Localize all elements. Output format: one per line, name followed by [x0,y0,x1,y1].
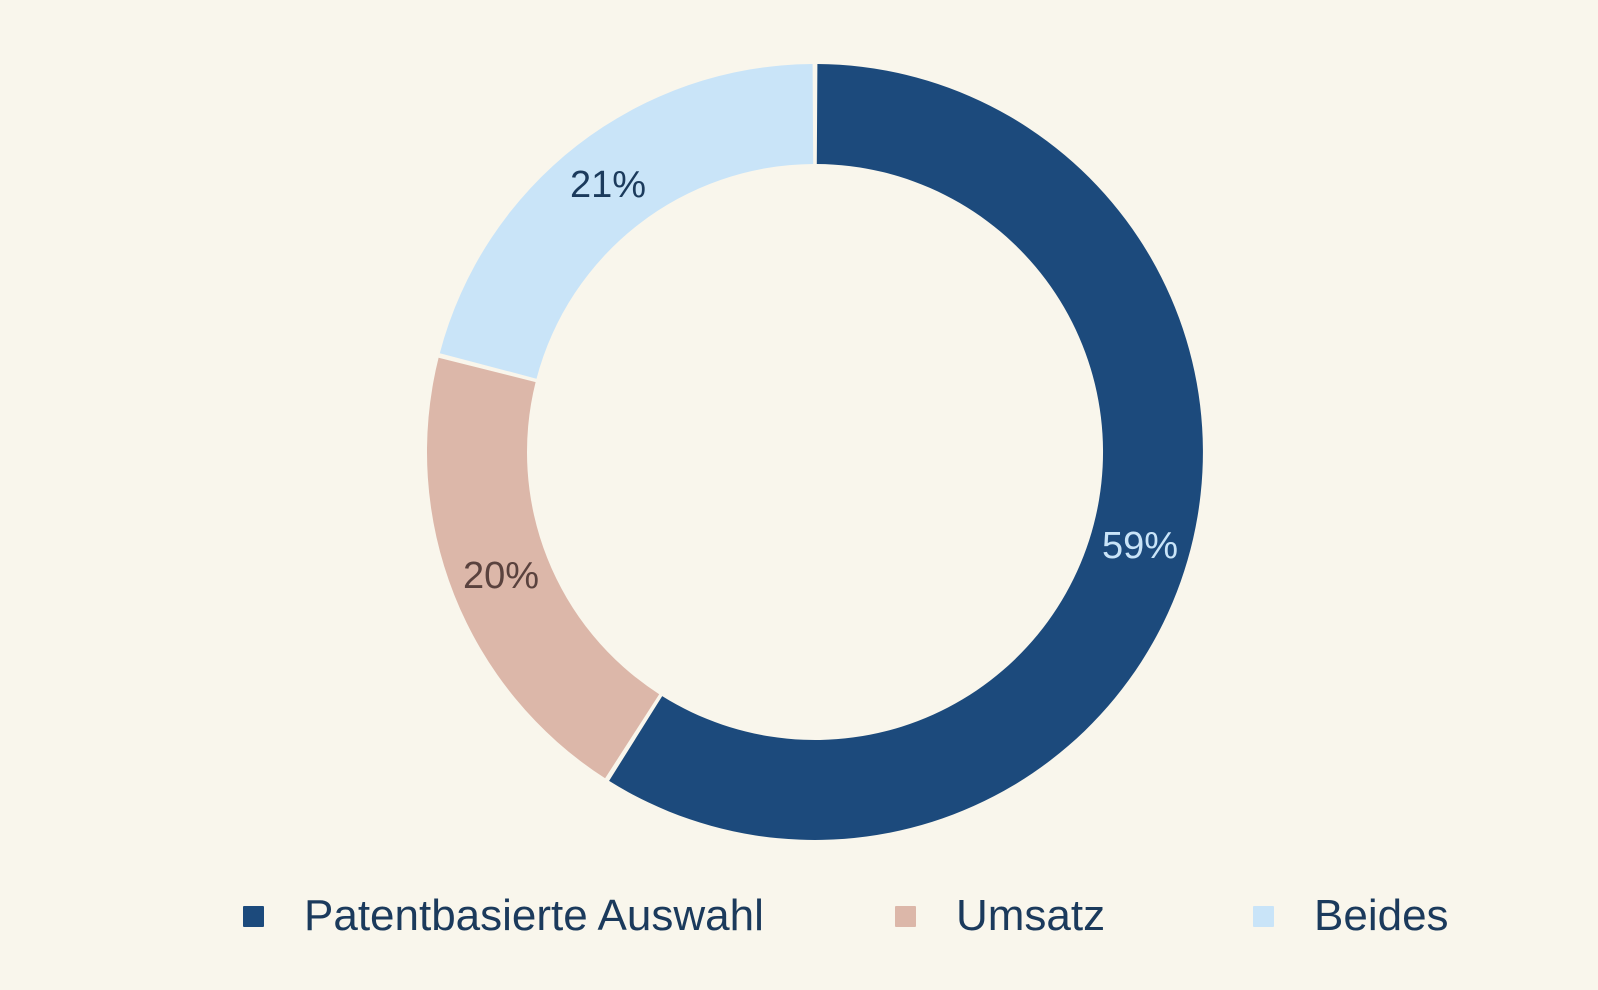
legend-swatch-icon [1253,905,1274,927]
donut-segment-3[interactable] [439,64,814,379]
segment-value-label-3: 21% [569,164,647,206]
legend-swatch-icon [243,905,264,927]
legend-item-3[interactable]: Beides [1253,888,1449,944]
donut-segment-2[interactable] [426,357,660,779]
legend-label-1: Patentbasierte Auswahl [304,891,764,940]
legend-label-3: Beides [1314,891,1449,940]
donut-segment-1[interactable] [609,64,1203,840]
legend-item-1[interactable]: Patentbasierte Auswahl [243,888,764,944]
legend-item-2[interactable]: Umsatz [895,888,1105,944]
legend-swatch-icon [895,905,916,927]
legend-label-2: Umsatz [956,891,1106,940]
segment-value-label-2: 20% [462,555,540,597]
chart-legend: Patentbasierte Auswahl Umsatz Beides [0,888,1598,944]
segment-value-label-1: 59% [1101,525,1179,567]
